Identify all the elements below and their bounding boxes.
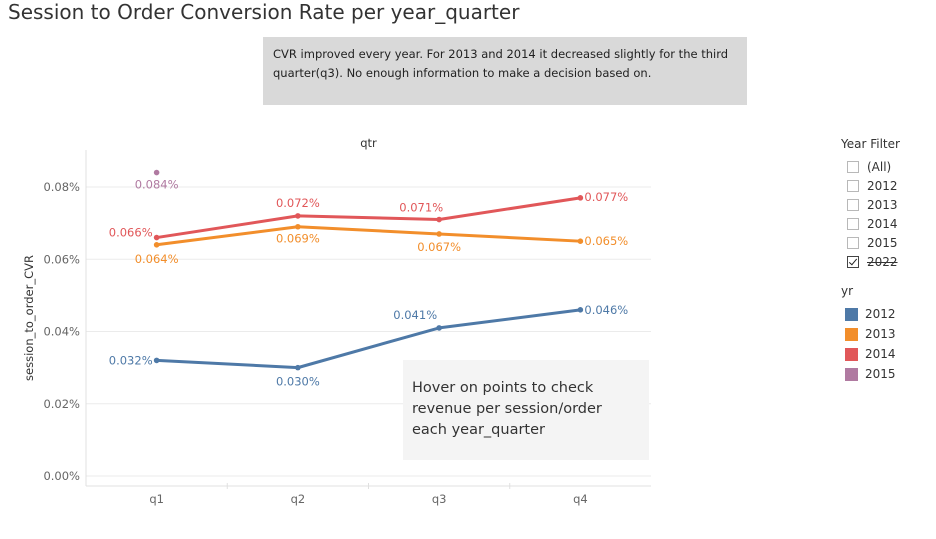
data-point-2014 [577,195,584,201]
yr-legend-label: 2015 [865,367,896,381]
checkbox[interactable] [847,255,859,268]
series-line-2014 [156,196,581,240]
data-label-2012: 0.030% [276,375,320,389]
y-tick-label: 0.08% [43,180,80,194]
checkbox[interactable] [847,179,859,192]
year-filter-item[interactable]: 2014 [841,214,933,233]
color-swatch [845,327,858,341]
series-line-2013 [156,225,581,247]
x-tick-label: q3 [432,492,447,506]
checkbox[interactable] [847,160,859,173]
yr-legend-item[interactable]: 2012 [841,304,933,324]
data-point-2013 [577,238,584,244]
data-label-2014: 0.071% [399,201,443,215]
annotation-note: CVR improved every year. For 2013 and 20… [263,37,747,105]
y-tick-label: 0.02% [43,397,80,411]
color-swatch [845,347,858,361]
checkbox[interactable] [847,236,859,249]
y-axis-title: session_to_order_CVR [22,255,36,381]
color-swatch [845,307,858,321]
legend-panel: Year Filter (All) 2012 2013 2014 2015 2022 yr… [841,137,933,384]
x-tick-label: q1 [149,492,164,506]
y-tick-label: 0.00% [43,469,80,483]
data-label-2014: 0.072% [276,196,320,210]
data-point-2012 [153,357,160,364]
checkbox[interactable] [847,217,859,230]
year-filter-label: 2012 [867,178,898,193]
hover-hint: Hover on points to check revenue per ses… [403,360,649,460]
year-filter-list: (All) 2012 2013 2014 2015 2022 [841,157,933,271]
year-filter-item[interactable]: 2015 [841,233,933,252]
data-point-2014 [436,216,442,223]
yr-legend-label: 2012 [865,307,896,321]
data-label-2012: 0.041% [393,308,437,322]
year-filter-label: 2014 [867,216,898,231]
chart-title: Session to Order Conversion Rate per yea… [8,0,520,24]
year-filter-item[interactable]: 2022 [841,252,933,271]
data-label-2013: 0.069% [276,232,320,246]
data-point-2013 [436,231,442,237]
yr-legend-item[interactable]: 2015 [841,364,933,384]
data-label-2012: 0.046% [584,303,628,317]
series-line-2012 [156,308,581,370]
year-filter-label: (All) [867,159,892,174]
year-filter-item[interactable]: 2012 [841,176,933,195]
year-filter-label: 2022 [867,254,898,269]
x-header-label: qtr [360,136,377,150]
data-point-2014 [295,213,301,219]
year-filter-item[interactable]: 2013 [841,195,933,214]
yr-legend-title: yr [841,284,854,298]
data-label-2012: 0.032% [109,353,153,367]
y-tick-label: 0.06% [43,252,80,266]
y-tick-label: 0.04% [43,325,80,339]
year-filter-item[interactable]: (All) [841,157,933,176]
checkbox[interactable] [847,198,859,211]
data-point-2013 [153,242,160,248]
data-point-2014 [153,234,160,241]
data-label-2014: 0.066% [109,226,153,240]
data-point-2015 [153,169,160,176]
data-label-2014: 0.077% [584,190,628,204]
yr-legend-item[interactable]: 2013 [841,324,933,344]
year-filter-label: 2013 [867,197,898,212]
data-label-2015: 0.084% [135,178,179,192]
color-swatch [845,367,858,381]
x-tick-label: q4 [573,492,588,506]
year-filter-label: 2015 [867,235,898,250]
data-point-2012 [577,307,584,313]
yr-legend-label: 2013 [865,327,896,341]
data-label-2013: 0.065% [584,234,628,248]
data-label-2013: 0.067% [417,240,461,254]
x-tick-label: q2 [291,492,306,506]
yr-legend-item[interactable]: 2014 [841,344,933,364]
data-point-2012 [436,325,442,331]
yr-legend-list: 2012 2013 2014 2015 [841,304,933,384]
data-point-2012 [295,364,301,371]
yr-legend-label: 2014 [865,347,896,361]
data-point-2013 [295,223,301,230]
data-label-2013: 0.064% [135,252,179,266]
year-filter-title: Year Filter [841,137,900,151]
